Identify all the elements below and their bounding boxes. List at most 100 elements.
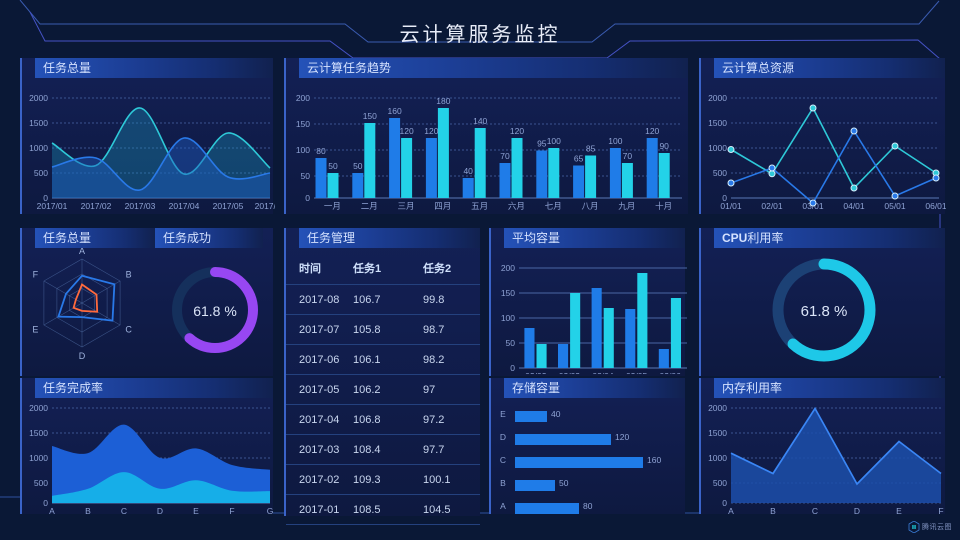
svg-text:0: 0 <box>722 498 727 508</box>
svg-text:D: D <box>157 506 163 516</box>
svg-text:500: 500 <box>34 478 48 488</box>
svg-text:1000: 1000 <box>708 453 727 463</box>
svg-text:65: 65 <box>574 154 584 164</box>
svg-text:1000: 1000 <box>29 143 48 153</box>
svg-text:B: B <box>85 506 91 516</box>
svg-text:500: 500 <box>34 168 48 178</box>
svg-text:A: A <box>500 501 506 511</box>
svg-text:D: D <box>854 506 860 516</box>
svg-text:40: 40 <box>463 166 473 176</box>
svg-text:02/03: 02/03 <box>559 371 581 374</box>
svg-text:150: 150 <box>501 288 515 298</box>
svg-text:E: E <box>193 506 199 516</box>
svg-text:70: 70 <box>500 151 510 161</box>
svg-text:140: 140 <box>473 116 487 126</box>
svg-text:2017/01: 2017/01 <box>37 201 68 211</box>
svg-text:120: 120 <box>400 126 414 136</box>
svg-text:120: 120 <box>510 126 524 136</box>
svg-text:1500: 1500 <box>708 118 727 128</box>
svg-text:七月: 七月 <box>545 201 562 211</box>
svg-text:50: 50 <box>506 338 516 348</box>
svg-text:0: 0 <box>305 193 310 203</box>
svg-text:50: 50 <box>301 171 311 181</box>
svg-text:90: 90 <box>659 141 669 151</box>
svg-text:E: E <box>896 506 902 516</box>
svg-text:1500: 1500 <box>29 118 48 128</box>
svg-text:120: 120 <box>615 432 629 442</box>
svg-text:F: F <box>229 506 234 516</box>
svg-text:2017/06: 2017/06 <box>255 201 275 211</box>
svg-text:500: 500 <box>713 168 727 178</box>
svg-text:A: A <box>728 506 734 516</box>
svg-text:0: 0 <box>510 363 515 373</box>
svg-text:十月: 十月 <box>655 201 672 211</box>
svg-text:120: 120 <box>645 126 659 136</box>
svg-text:100: 100 <box>296 145 310 155</box>
svg-text:E: E <box>32 325 38 335</box>
svg-text:八月: 八月 <box>581 201 598 211</box>
svg-text:200: 200 <box>501 263 515 273</box>
svg-text:05/01: 05/01 <box>884 201 906 211</box>
svg-text:100: 100 <box>608 136 622 146</box>
svg-text:02/04: 02/04 <box>592 371 614 374</box>
svg-text:九月: 九月 <box>618 201 635 211</box>
svg-text:C: C <box>812 506 818 516</box>
svg-text:200: 200 <box>296 93 310 103</box>
svg-text:85: 85 <box>586 144 596 154</box>
svg-text:150: 150 <box>296 119 310 129</box>
svg-text:40: 40 <box>551 409 561 419</box>
svg-text:02/05: 02/05 <box>626 371 648 374</box>
svg-text:01/01: 01/01 <box>720 201 742 211</box>
svg-text:1000: 1000 <box>708 143 727 153</box>
svg-text:80: 80 <box>583 501 593 511</box>
svg-text:2017/04: 2017/04 <box>169 201 200 211</box>
svg-text:04/01: 04/01 <box>843 201 865 211</box>
svg-text:A: A <box>49 506 55 516</box>
svg-text:1000: 1000 <box>29 453 48 463</box>
svg-text:120: 120 <box>424 126 438 136</box>
svg-text:02/01: 02/01 <box>761 201 783 211</box>
svg-text:2017/05: 2017/05 <box>213 201 244 211</box>
svg-text:50: 50 <box>328 161 338 171</box>
svg-text:70: 70 <box>623 151 633 161</box>
svg-text:2017/03: 2017/03 <box>125 201 156 211</box>
svg-text:1500: 1500 <box>708 428 727 438</box>
svg-text:D: D <box>500 432 506 442</box>
svg-text:160: 160 <box>388 106 402 116</box>
svg-text:B: B <box>126 270 132 280</box>
svg-text:100: 100 <box>547 136 561 146</box>
svg-text:F: F <box>938 506 943 516</box>
svg-text:C: C <box>125 325 132 335</box>
svg-text:A: A <box>79 248 85 256</box>
svg-text:六月: 六月 <box>508 201 525 211</box>
svg-text:B: B <box>500 478 506 488</box>
svg-text:三月: 三月 <box>397 201 414 211</box>
svg-text:2000: 2000 <box>708 403 727 413</box>
svg-text:C: C <box>121 506 127 516</box>
svg-text:50: 50 <box>559 478 569 488</box>
svg-text:80: 80 <box>316 146 326 156</box>
svg-text:95: 95 <box>537 139 547 149</box>
svg-text:160: 160 <box>647 455 661 465</box>
svg-text:150: 150 <box>363 111 377 121</box>
svg-text:C: C <box>500 455 506 465</box>
svg-text:02/06: 02/06 <box>660 371 682 374</box>
svg-text:2000: 2000 <box>29 403 48 413</box>
svg-text:五月: 五月 <box>471 201 488 211</box>
svg-text:B: B <box>770 506 776 516</box>
svg-text:50: 50 <box>353 161 363 171</box>
svg-text:2000: 2000 <box>29 93 48 103</box>
svg-text:G: G <box>267 506 274 516</box>
svg-text:180: 180 <box>436 96 450 106</box>
svg-text:E: E <box>500 409 506 419</box>
svg-text:F: F <box>33 270 39 280</box>
svg-text:四月: 四月 <box>434 201 451 211</box>
svg-text:一月: 一月 <box>324 201 341 211</box>
svg-text:2000: 2000 <box>708 93 727 103</box>
svg-text:500: 500 <box>713 478 727 488</box>
svg-text:二月: 二月 <box>361 201 378 211</box>
svg-text:06/01: 06/01 <box>925 201 946 211</box>
svg-text:100: 100 <box>501 313 515 323</box>
svg-text:2017/02: 2017/02 <box>81 201 112 211</box>
svg-text:02/02: 02/02 <box>525 371 547 374</box>
